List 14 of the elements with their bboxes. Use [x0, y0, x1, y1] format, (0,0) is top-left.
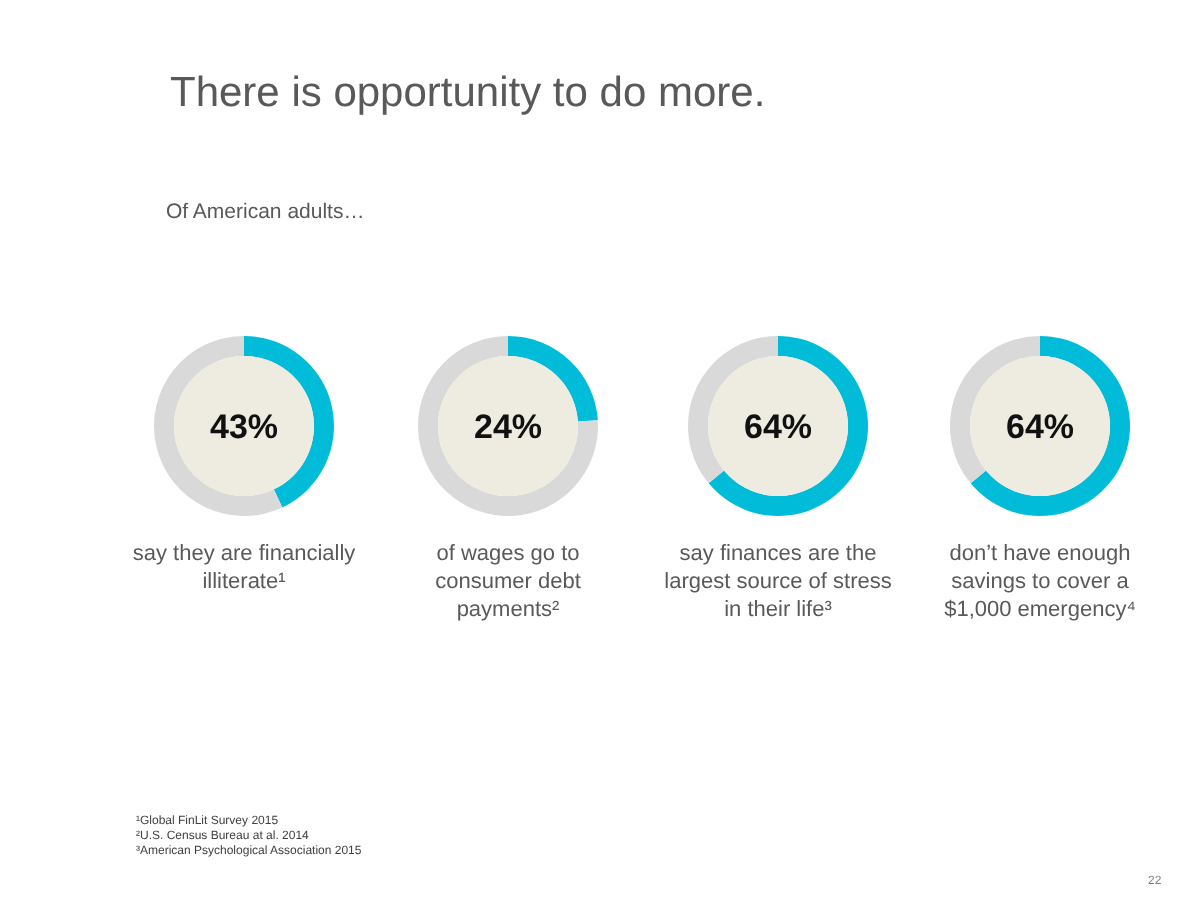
donut-slice: [970, 336, 1130, 516]
text: say finances are the largest source of stress in their life³: [664, 542, 893, 622]
text: say they are financially illiterate¹: [132, 542, 357, 594]
text: 64%: [1005, 408, 1075, 446]
donut-slice: [154, 336, 283, 516]
text: 24%: [473, 408, 543, 446]
text: Of American adults…: [166, 200, 365, 224]
text: don’t have enough savings to cover a $1,000 emergency⁴: [944, 542, 1137, 622]
donut-slice: [708, 336, 868, 516]
text: of wages go to consumer debt payments²: [435, 542, 581, 622]
text: 64%: [743, 408, 813, 446]
donut-slice: [418, 336, 598, 516]
text: 43%: [209, 408, 279, 446]
text: There is opportunity to do more.: [170, 70, 766, 116]
